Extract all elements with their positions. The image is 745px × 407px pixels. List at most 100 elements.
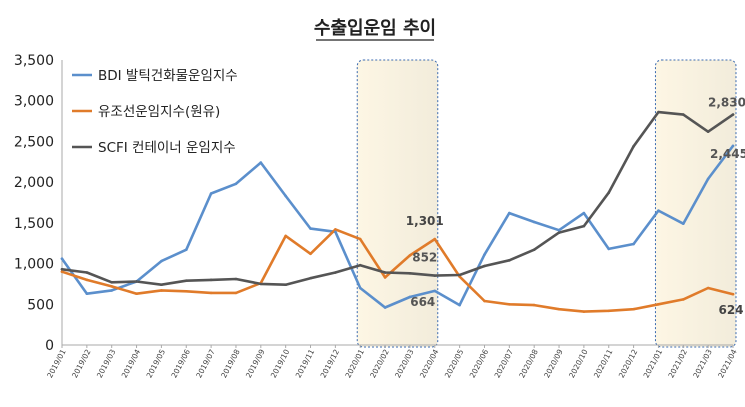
data-point (657, 209, 660, 212)
x-tick-label: 2019/11 (294, 348, 317, 380)
data-label: 664 (410, 295, 435, 309)
data-point (85, 271, 89, 274)
data-point (334, 271, 337, 274)
data-point (383, 271, 387, 274)
x-tick-label: 2020/08 (517, 348, 540, 380)
x-tick-label: 2020/03 (393, 348, 416, 380)
x-tick-label: 2021/03 (691, 348, 714, 380)
data-point (110, 289, 114, 292)
data-point (110, 281, 114, 284)
data-point (532, 220, 536, 224)
data-label: 624 (718, 303, 743, 317)
x-tick-label: 2020/10 (567, 348, 590, 380)
data-point (731, 113, 735, 116)
data-point (632, 307, 635, 311)
x-tick-label: 2019/08 (219, 348, 242, 380)
data-point (657, 110, 660, 114)
data-point (284, 283, 287, 287)
legend-label-1: BDI 발틱건화물운임지수 (98, 68, 238, 84)
x-tick-label: 2020/04 (418, 348, 441, 380)
data-point (681, 298, 685, 301)
data-point (234, 182, 238, 186)
data-point (284, 194, 287, 198)
x-tick-label: 2019/02 (70, 348, 93, 380)
data-point (334, 230, 337, 234)
data-point (433, 289, 437, 293)
data-point (60, 267, 64, 271)
data-point (483, 253, 486, 256)
data-point (135, 292, 138, 296)
x-tick-label: 2021/01 (642, 348, 665, 380)
data-point (632, 242, 635, 246)
data-point (209, 192, 213, 195)
data-point (557, 228, 561, 232)
data-point (706, 177, 710, 181)
data-point (632, 145, 635, 148)
data-point (184, 279, 188, 282)
x-tick-label: 2019/10 (269, 348, 292, 380)
data-point (358, 286, 362, 290)
data-label: 1,301 (406, 214, 444, 228)
data-point (532, 248, 536, 252)
data-point (681, 222, 685, 225)
x-tick-label: 2020/07 (493, 348, 516, 380)
data-point (408, 295, 412, 299)
y-tick-label: 500 (27, 297, 54, 313)
data-point (383, 306, 387, 309)
x-tick-label: 2019/07 (194, 348, 217, 380)
x-tick-label: 2020/06 (468, 348, 491, 380)
data-point (557, 307, 561, 311)
data-label: 852 (412, 251, 437, 265)
y-tick-label: 2,500 (14, 134, 54, 150)
data-point (85, 278, 89, 282)
x-tick-label: 2021/04 (716, 348, 739, 380)
data-point (309, 276, 312, 280)
data-point (184, 248, 188, 252)
data-point (607, 309, 611, 313)
y-tick-label: 3,000 (14, 94, 54, 110)
data-point (60, 257, 64, 260)
data-point (532, 303, 536, 307)
x-tick-label: 2019/06 (169, 348, 192, 380)
x-tick-label: 2019/04 (120, 348, 143, 380)
data-point (234, 277, 238, 281)
data-point (309, 252, 312, 256)
data-point (433, 237, 437, 241)
data-point (508, 211, 511, 215)
data-point (681, 113, 685, 116)
data-point (234, 291, 238, 295)
data-point (309, 227, 312, 230)
x-tick-label: 2019/09 (244, 348, 267, 380)
data-point (483, 299, 486, 303)
x-tick-label: 2019/03 (95, 348, 118, 380)
data-point (184, 289, 188, 293)
data-point (458, 273, 461, 277)
data-point (483, 264, 486, 268)
data-point (135, 280, 138, 283)
data-point (706, 286, 710, 290)
x-tick-label: 2020/01 (343, 348, 366, 380)
data-point (508, 259, 511, 262)
data-point (358, 237, 362, 241)
x-tick-label: 2020/02 (368, 348, 391, 380)
data-label: 2,830 (708, 96, 745, 110)
data-point (259, 161, 263, 164)
data-point (557, 231, 561, 234)
data-point (657, 302, 660, 306)
series-line-1 (60, 144, 735, 309)
data-point (508, 302, 511, 306)
data-point (160, 283, 163, 287)
data-point (209, 291, 213, 295)
data-point (85, 292, 89, 296)
data-point (458, 303, 461, 307)
data-point (110, 285, 114, 288)
x-tick-label: 2020/12 (617, 348, 640, 380)
y-tick-label: 2,000 (14, 175, 54, 191)
data-point (259, 282, 263, 286)
data-point (433, 274, 437, 277)
series-line-2 (60, 228, 735, 313)
x-tick-label: 2019/05 (145, 348, 168, 380)
y-tick-label: 1,500 (14, 216, 54, 232)
